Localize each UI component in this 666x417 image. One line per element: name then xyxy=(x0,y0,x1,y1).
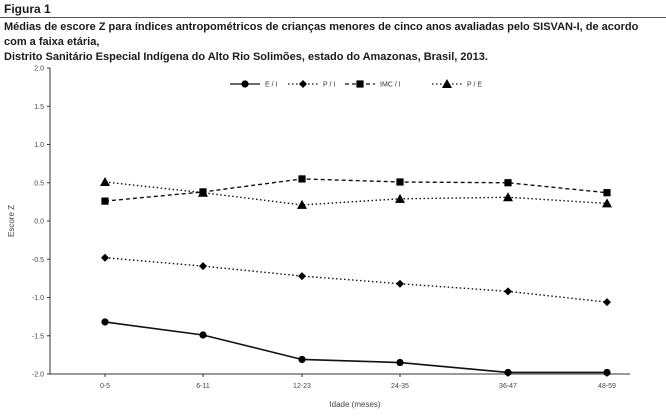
data-point xyxy=(603,368,611,377)
legend-item: IMC / I xyxy=(345,80,401,89)
caption-line-1: Médias de escore Z para índices antropom… xyxy=(4,21,639,48)
y-tick-label: 0.5 xyxy=(34,180,44,187)
y-tick-label: -0.5 xyxy=(32,257,44,264)
data-point xyxy=(396,279,404,288)
y-tick-label: 1.0 xyxy=(34,142,44,149)
data-point xyxy=(101,253,109,262)
legend-item: P / I xyxy=(288,80,335,89)
data-point xyxy=(298,272,306,281)
x-tick-label: 36-47 xyxy=(499,383,517,390)
series-circle xyxy=(101,318,611,377)
legend-item: P / E xyxy=(432,79,482,89)
data-point xyxy=(298,355,306,364)
series-line xyxy=(104,257,608,303)
y-tick-label: -1.5 xyxy=(32,333,44,340)
caption-line-2: Distrito Sanitário Especial Indígena do … xyxy=(4,51,488,63)
series-triangle xyxy=(100,176,612,209)
legend-label: P / E xyxy=(467,82,482,89)
data-point xyxy=(199,262,207,271)
figure-label: Figura 1 xyxy=(4,2,51,16)
figure-caption: Médias de escore Z para índices antropom… xyxy=(4,20,664,65)
legend-marker xyxy=(241,80,249,88)
x-tick-label: 6-11 xyxy=(196,383,210,390)
x-tick-label: 24-35 xyxy=(391,383,409,390)
data-point xyxy=(298,175,306,183)
y-tick-label: -1.0 xyxy=(32,295,44,302)
series-line xyxy=(104,321,607,374)
series-line xyxy=(104,178,608,202)
y-tick-label: 0.0 xyxy=(34,219,44,226)
y-tick-label: 2.0 xyxy=(34,66,44,73)
data-point xyxy=(199,331,207,339)
data-point xyxy=(100,176,110,186)
y-axis-title: Escore Z xyxy=(7,205,16,237)
data-point xyxy=(504,368,512,377)
data-point xyxy=(101,197,109,205)
x-tick-label: 0-5 xyxy=(100,383,110,390)
x-tick-label: 12-23 xyxy=(293,383,311,390)
legend-label: IMC / I xyxy=(380,82,401,89)
x-axis-title: Idade (meses) xyxy=(329,400,380,409)
data-point xyxy=(602,198,612,208)
header-rule xyxy=(0,17,666,18)
legend-label: P / I xyxy=(323,82,335,89)
y-tick-label: -2.0 xyxy=(32,372,44,379)
legend-label: E / I xyxy=(265,82,278,89)
data-point xyxy=(504,287,512,296)
data-point xyxy=(396,178,404,186)
data-point xyxy=(603,298,611,307)
data-point xyxy=(503,192,513,202)
legend-marker xyxy=(356,80,364,88)
series-diamond xyxy=(101,253,611,307)
data-point xyxy=(603,189,611,197)
y-tick-label: 1.5 xyxy=(34,104,44,111)
series-line xyxy=(104,181,608,206)
x-tick-label: 48-59 xyxy=(598,383,616,390)
data-point xyxy=(101,318,109,326)
data-point xyxy=(395,193,405,203)
data-point xyxy=(297,199,307,209)
data-point xyxy=(504,179,512,187)
data-point xyxy=(396,358,404,367)
legend-marker xyxy=(299,80,307,88)
data-point xyxy=(198,187,208,197)
legend: E / I P / I IMC / I P / E xyxy=(230,79,482,89)
series-layer xyxy=(100,175,612,377)
axes: 2.0 1.5 1.0 0.5 0.0 -0.5 -1.0 -1.5 -2.0 0-5 6-11 12… xyxy=(7,66,630,409)
legend-marker xyxy=(442,79,452,88)
legend-item: E / I xyxy=(230,80,278,89)
